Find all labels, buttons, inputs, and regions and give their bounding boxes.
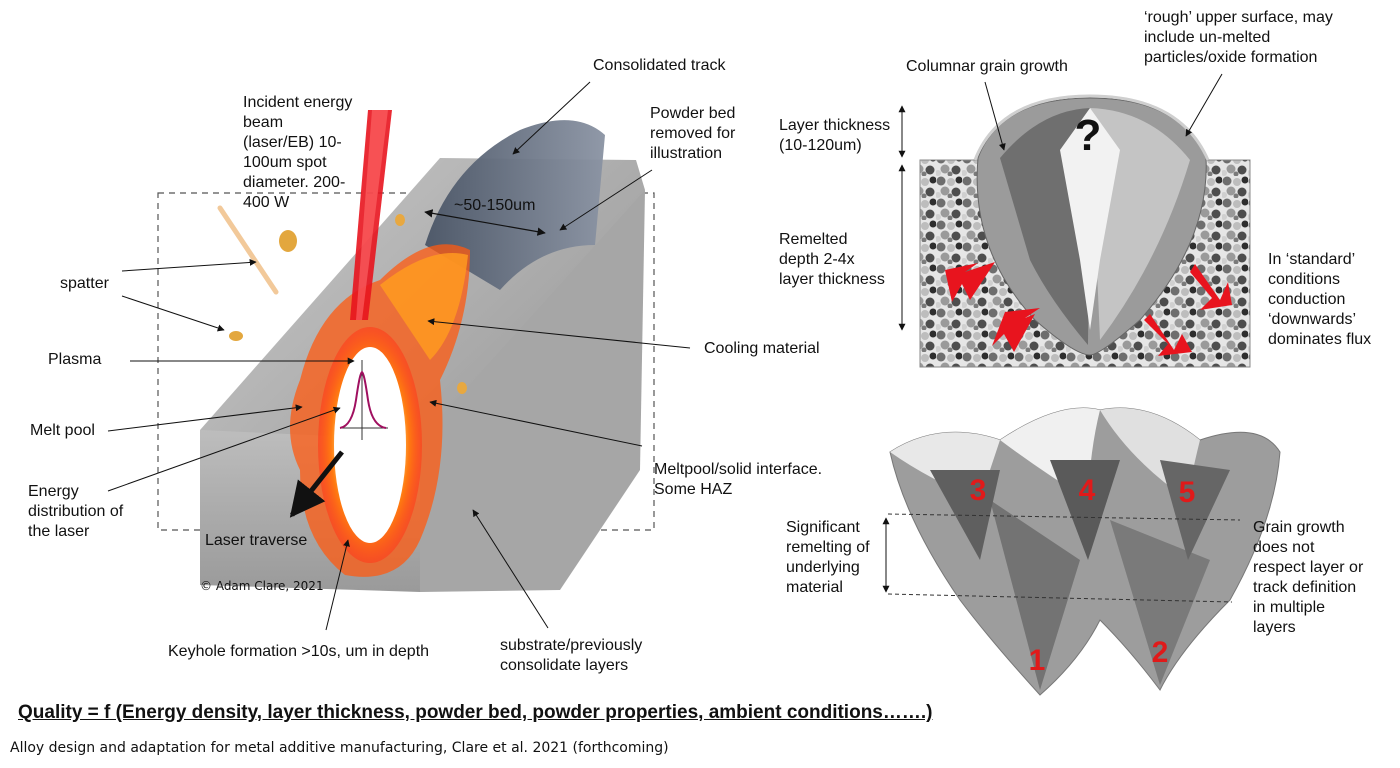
label-grain-growth: Grain growth does not respect layer or t… [1253,519,1364,636]
label-standard-conditions: In ‘standard’ conditions conduction ‘dow… [1268,251,1372,348]
track2-grains [1110,520,1210,685]
cooling-material-shape [380,253,468,360]
track-number-4: 4 [1079,474,1096,507]
label-melt-pool: Melt pool [30,422,95,439]
label-cooling-material: Cooling material [704,340,820,357]
substrate-side-face [420,190,645,592]
quality-equation: Quality = f (Energy density, layer thick… [18,702,933,723]
question-mark: ? [1075,111,1102,160]
single-track-section: ? [919,94,1251,368]
label-energy-distribution: Energy distribution of the laser [28,483,124,540]
flux-arrows [945,262,1232,356]
label-columnar-growth: Columnar grain growth [906,58,1068,75]
label-remelted-depth: Remelted depth 2-4x layer thickness [779,231,885,288]
left-leader-lines [107,81,691,631]
track-number-1: 1 [1029,644,1046,677]
track4-grains [1050,460,1120,560]
layer-line-upper [887,513,1241,521]
label-layer-thickness: Layer thickness (10-120um) [779,117,891,154]
label-laser-traverse: Laser traverse [205,532,308,549]
multi-track-section: 3 4 5 1 2 [887,407,1281,696]
label-spatter: spatter [60,275,109,292]
label-consolidated-track: Consolidated track [593,57,726,74]
spatter-particle-4 [457,382,467,394]
laser-traverse-arrow [289,450,344,518]
consolidated-track-shape [425,120,605,290]
label-meltpool-interface: Meltpool/solid interface. Some HAZ [654,461,823,498]
spatter-particle-2 [229,331,243,341]
laser-beam-highlight [356,110,388,320]
label-powder-bed: Powder bed removed for illustration [650,105,736,162]
gaussian-curve [339,370,387,429]
track-number-3: 3 [970,474,987,507]
rough-upper-surface [973,94,1210,161]
keyhole-core [334,347,406,543]
label-keyhole: Keyhole formation >10s, um in depth [168,643,430,660]
label-substrate: substrate/previously consolidate layers [500,637,643,674]
label-rough-surface: ‘rough’ upper surface, may include un-me… [1144,9,1333,66]
spatter-streak [217,205,279,295]
grain-centre [1060,108,1120,330]
label-copyright: © Adam Clare, 2021 [200,579,324,593]
track5-grains [1160,460,1230,560]
track-number-5: 5 [1179,476,1196,509]
width-arrow [424,209,546,236]
label-significant-remelting: Significant remelting of underlying mate… [786,519,870,596]
track-number-2: 2 [1152,636,1169,669]
spatter-particle-3 [395,214,405,226]
layer-line-lower [887,593,1233,603]
label-plasma: Plasma [48,351,102,368]
right-top-leader-lines [898,73,1223,331]
spatter-particle-1 [279,230,297,252]
label-incident-beam: Incident energy beam (laser/EB) 10- 100u… [243,94,353,211]
track-illustration [157,110,655,592]
citation: Alloy design and adaptation for metal ad… [10,740,669,756]
label-track-width: ~50-150um [454,197,536,214]
track1-grains [990,500,1080,690]
